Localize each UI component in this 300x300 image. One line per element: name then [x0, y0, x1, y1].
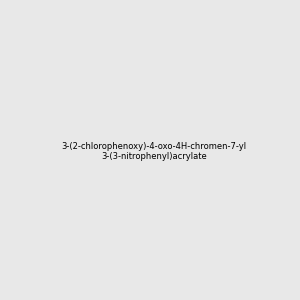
Text: 3-(2-chlorophenoxy)-4-oxo-4H-chromen-7-yl 3-(3-nitrophenyl)acrylate: 3-(2-chlorophenoxy)-4-oxo-4H-chromen-7-y…	[61, 142, 246, 161]
